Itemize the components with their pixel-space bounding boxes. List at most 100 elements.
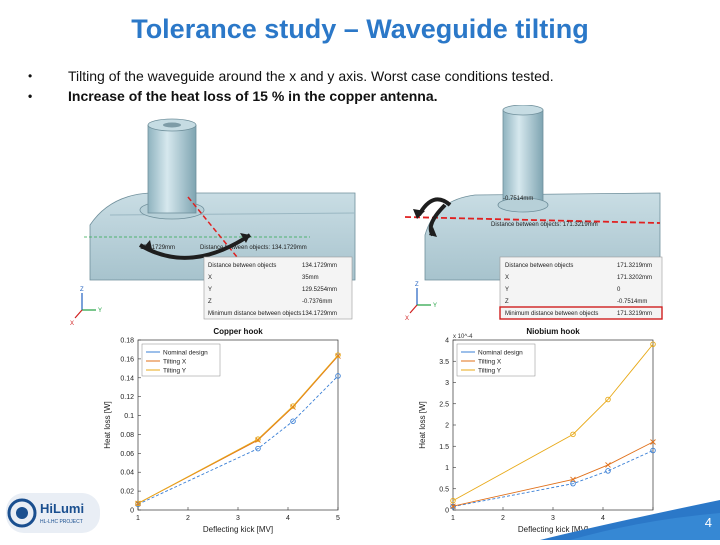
bullet-list: • Tilting of the waveguide around the x … [28,66,708,106]
svg-text:X: X [405,316,409,322]
series-line [137,375,339,505]
axis-triad-icon: Z Y X [70,287,102,327]
y-tick-label: 0.16 [120,356,134,363]
legend-label: Nominal design [478,350,523,357]
data-point [450,503,456,510]
data-point [255,437,261,443]
svg-text:Z: Z [80,287,84,293]
data-point [290,404,296,410]
chart-title: Copper hook [213,327,263,336]
y-tick-label: 0.02 [120,489,134,496]
x-tick-label: 2 [186,515,190,522]
data-point [335,352,341,358]
y-tick-label: 3 [445,380,449,387]
bullet-text: Increase of the heat loss of 15 % in the… [68,88,438,104]
series-line [137,354,339,504]
data-point [605,396,611,403]
legend-label: Nominal design [163,350,208,357]
y-axis-label: Heat loss [W] [103,401,112,449]
table-label: X [505,275,509,281]
copper-hook-chart: Copper hook 0 0.02 0.04 0.06 0.08 0.1 0.12 0.14 0… [100,322,370,540]
table-label: Minimum distance between objects [208,311,301,317]
table-value: 171.3202mm [617,275,652,281]
chart-svg: Copper hook 0 0.02 0.04 0.06 0.08 0.1 0.12 0.14 0… [103,327,341,534]
legend-label: Tilting Y [478,368,502,375]
data-point [605,468,611,474]
axis-triad-icon: Z Y X [405,282,437,322]
table-value: -0.7376mm [302,299,332,305]
data-point [650,439,656,445]
table-label: Minimum distance between objects [505,311,598,317]
legend-box [456,343,536,377]
chart-legend: Nominal design Tilting X Tilting Y [456,343,536,377]
y-tick-label: 0.5 [439,486,449,493]
y-tick-label: 2 [445,423,449,430]
bullet-item: • Tilting of the waveguide around the x … [28,66,708,86]
y-tick-label: 3.5 [439,359,449,366]
x-tick-label: 1 [451,515,455,522]
table-label: Z [505,299,509,305]
series-line [452,450,654,508]
y-tick-label: 0.14 [120,375,134,382]
logo-text: HiLumi [40,501,84,516]
chart-svg: Niobium hook x 10^-4 0 0.5 1 1.5 2 2.5 3 3.5 4 1 2 3 4… [418,327,656,534]
data-point [135,500,141,507]
legend-label: Tilting X [478,359,502,366]
y-tick-label: 0.1 [124,413,134,420]
y-tick-label: 0 [130,508,134,515]
table-value: 134.1729mm [302,311,337,317]
page-number: 4 [704,515,712,530]
data-point [650,447,656,454]
y-tick-label: 0.18 [120,338,134,345]
x-tick-label: 4 [601,515,605,522]
svg-text:Y: Y [98,308,102,314]
niobium-hook-chart: Niobium hook x 10^-4 0 0.5 1 1.5 2 2.5 3 3.5 4 1 2 3 4… [415,322,685,540]
measurement-table: Distance between objects 171.3219mm X 17… [505,263,652,317]
y-multiplier-label: x 10^-4 [453,334,473,340]
y-axis-label: Heat loss [W] [418,401,427,449]
logo-subtext: HL-LHC PROJECT [40,519,83,525]
bullet-text: Tilting of the waveguide around the x an… [68,68,554,84]
x-tick-label: 5 [336,515,340,522]
y-tick-label: 0 [445,508,449,515]
data-point [335,353,341,359]
series-line [452,343,654,502]
svg-text:Y: Y [433,303,437,309]
table-label: Distance between objects [505,263,573,269]
table-value: 0 [617,287,621,293]
table-label: Y [505,287,509,293]
y-tick-label: 4 [445,338,449,345]
bullet-dot: • [28,69,33,83]
bullet-item: • Increase of the heat loss of 15 % in t… [28,86,708,106]
y-tick-label: 0.06 [120,451,134,458]
niobium-hook-annotation: Distance between objects: 171.3219mm [491,222,598,228]
data-point [290,418,296,424]
y-tick-label: 1 [445,465,449,472]
data-point [650,341,656,348]
measurement-table: Distance between objects 134.1729mm X 35… [208,263,337,317]
bullet-dot: • [28,89,33,103]
data-point [570,476,576,483]
chart-legend: Nominal design Tilting X Tilting Y [141,343,221,377]
y-tick-label: 0.04 [120,470,134,477]
y-tick-label: 0.12 [120,394,134,401]
slide-title: Tolerance study – Waveguide tilting [131,14,589,44]
copper-hook-model-image: 134.1729mm Distance between objects: 134… [70,105,370,330]
x-tick-label: 4 [286,515,290,522]
legend-label: Tilting X [163,359,187,366]
chart-title: Niobium hook [526,327,580,336]
y-tick-label: 2.5 [439,401,449,408]
data-point [450,497,456,504]
table-label: Z [208,299,212,305]
svg-text:Z: Z [415,282,419,288]
copper-hook-annotation: 134.1729mm [140,245,175,251]
data-point [290,403,296,409]
table-value: 134.1729mm [302,263,337,269]
legend-box [141,343,221,377]
table-value: 171.3219mm [617,311,652,317]
x-tick-label: 3 [236,515,240,522]
x-tick-label: 2 [501,515,505,522]
table-label: Y [208,287,212,293]
table-value: -0.7514mm [617,299,647,305]
table-label: Distance between objects [208,263,276,269]
